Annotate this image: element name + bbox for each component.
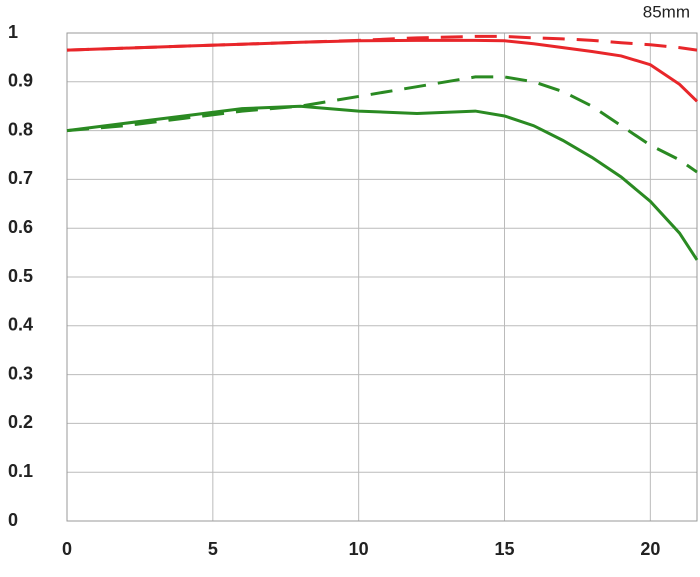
x-tick-label: 5 [208,539,218,559]
x-tick-label: 10 [349,539,369,559]
y-tick-label: 0.7 [8,168,33,188]
y-tick-label: 0.9 [8,71,33,91]
x-tick-label: 20 [640,539,660,559]
y-tick-label: 0 [8,510,18,530]
mtf-line [66,34,698,52]
y-tick-label: 0.6 [8,217,33,237]
y-tick-label: 1 [8,22,18,42]
y-tick-label: 0.5 [8,266,33,286]
y-tick-label: 0.2 [8,412,33,432]
y-tick-label: 0.8 [8,119,33,139]
mtf-line [66,75,698,174]
y-tick-label: 0.1 [8,461,33,481]
y-tick-label: 0.3 [8,363,33,383]
y-tick-label: 0.4 [8,315,33,335]
x-tick-label: 15 [494,539,514,559]
annotation: 85mm [643,2,690,21]
mtf-line [66,104,699,261]
plot-border [66,32,698,522]
x-tick-label: 0 [62,539,72,559]
